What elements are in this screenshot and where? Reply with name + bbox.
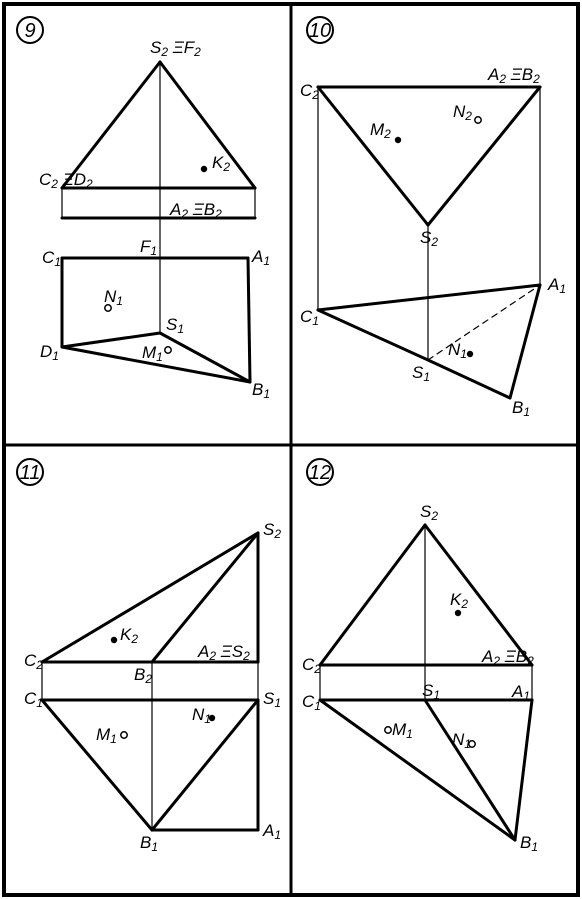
point-filled (111, 637, 117, 643)
point-filled (455, 610, 461, 616)
label: A2 ΞS2 (197, 642, 250, 663)
point-filled (201, 166, 207, 172)
panel-number: 12 (309, 462, 331, 484)
panel-number: 9 (24, 20, 35, 42)
label: A2 ΞB2 (487, 65, 540, 86)
diagram-grid: 9S2 ΞF2C2 ΞD2A2 ΞB2K2F1C1A1N1S1D1M1B110C… (0, 0, 582, 899)
point-open (165, 347, 171, 353)
label: A2 ΞB2 (481, 647, 534, 668)
label: S2 ΞF2 (150, 38, 201, 59)
panel-number: 11 (20, 462, 41, 484)
point-open (385, 727, 391, 733)
point-filled (467, 351, 473, 357)
label: A2 ΞB2 (169, 200, 222, 221)
point-filled (395, 137, 401, 143)
point-open (475, 117, 481, 123)
point-open (121, 732, 127, 738)
panel-number: 10 (309, 20, 331, 42)
edge (248, 258, 250, 382)
label: C2 ΞD2 (39, 170, 93, 191)
